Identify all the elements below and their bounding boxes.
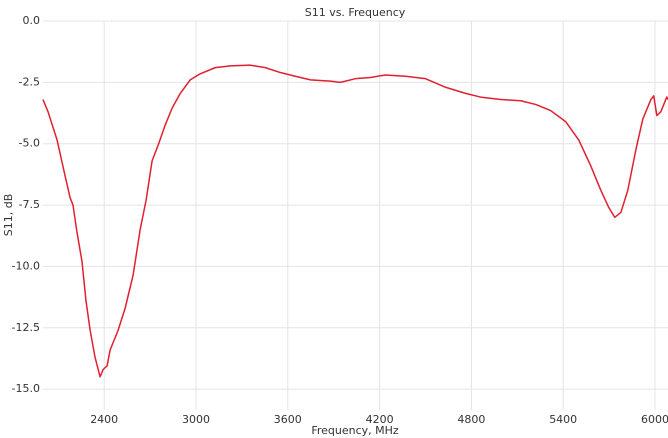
x-tick-label: 4200 <box>366 413 394 426</box>
x-tick-label: 5400 <box>549 413 577 426</box>
x-tick-label: 6000 <box>641 413 668 426</box>
y-tick-label: -12.5 <box>12 321 40 334</box>
y-tick-label: -2.5 <box>19 75 40 88</box>
y-tick-label: -7.5 <box>19 198 40 211</box>
y-tick-label: -15.0 <box>12 382 40 395</box>
x-axis-label: Frequency, MHz <box>311 424 399 437</box>
y-axis-label: S11, dB <box>2 194 15 237</box>
y-tick-label: 0.0 <box>23 14 41 27</box>
chart-title: S11 vs. Frequency <box>305 6 406 19</box>
y-tick-label: -5.0 <box>19 137 40 150</box>
data-line <box>42 64 668 378</box>
x-tick-label: 3000 <box>182 413 210 426</box>
x-tick-label: 2400 <box>90 413 118 426</box>
y-tick-label: -10.0 <box>12 259 40 272</box>
x-tick-label: 3600 <box>274 413 302 426</box>
x-tick-label: 4800 <box>457 413 485 426</box>
